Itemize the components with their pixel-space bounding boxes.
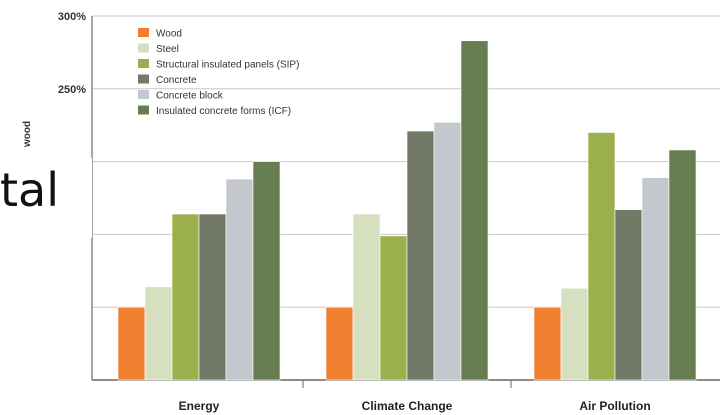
bar	[560, 287, 589, 381]
bar	[252, 161, 281, 381]
legend-swatch	[138, 74, 149, 84]
legend-label: Concrete	[156, 75, 197, 86]
legend-swatch	[138, 90, 149, 99]
bar	[117, 306, 146, 381]
y-tick-label: 250%	[58, 84, 86, 96]
overlay-box	[0, 158, 92, 238]
bar	[460, 40, 489, 381]
legend: Wood Steel Structural insulated panels (SI…	[138, 28, 299, 117]
category-label: Climate Change	[362, 399, 453, 413]
bar	[614, 209, 643, 381]
legend-label: Steel	[156, 44, 179, 55]
bar	[433, 121, 462, 381]
legend-swatch	[138, 43, 149, 53]
legend-swatch	[138, 59, 149, 68]
bar	[668, 149, 697, 381]
bar	[406, 130, 435, 381]
bar	[379, 235, 408, 381]
bar	[171, 213, 200, 381]
legend-swatch	[138, 28, 149, 37]
y-tick-label: 300%	[58, 11, 86, 23]
bar	[587, 132, 616, 381]
legend-swatch	[138, 105, 149, 115]
bar	[325, 306, 354, 381]
legend-label: Structural insulated panels (SIP)	[156, 60, 299, 71]
bar	[352, 213, 381, 381]
bars	[117, 40, 697, 381]
bar	[198, 213, 227, 381]
y-tick-labels: 300%250%200%	[58, 11, 86, 169]
legend-label: Concrete block	[156, 91, 224, 102]
bar	[225, 178, 254, 381]
legend-label: Insulated concrete forms (ICF)	[156, 106, 291, 117]
category-label: Air Pollution	[579, 399, 650, 413]
bar	[641, 177, 670, 381]
bar	[144, 286, 173, 381]
category-label: Energy	[179, 399, 220, 413]
category-labels: Energy Climate Change Air Pollution	[179, 399, 651, 413]
bar	[533, 306, 562, 381]
overlay-text: tal	[0, 163, 60, 217]
y-axis-label: wood	[22, 121, 33, 148]
legend-label: Wood	[156, 29, 182, 40]
